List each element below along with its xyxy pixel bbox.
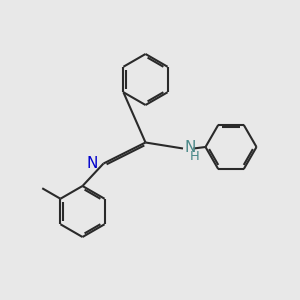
Text: N: N bbox=[184, 140, 196, 154]
Text: N: N bbox=[87, 156, 98, 171]
Text: H: H bbox=[190, 150, 199, 164]
